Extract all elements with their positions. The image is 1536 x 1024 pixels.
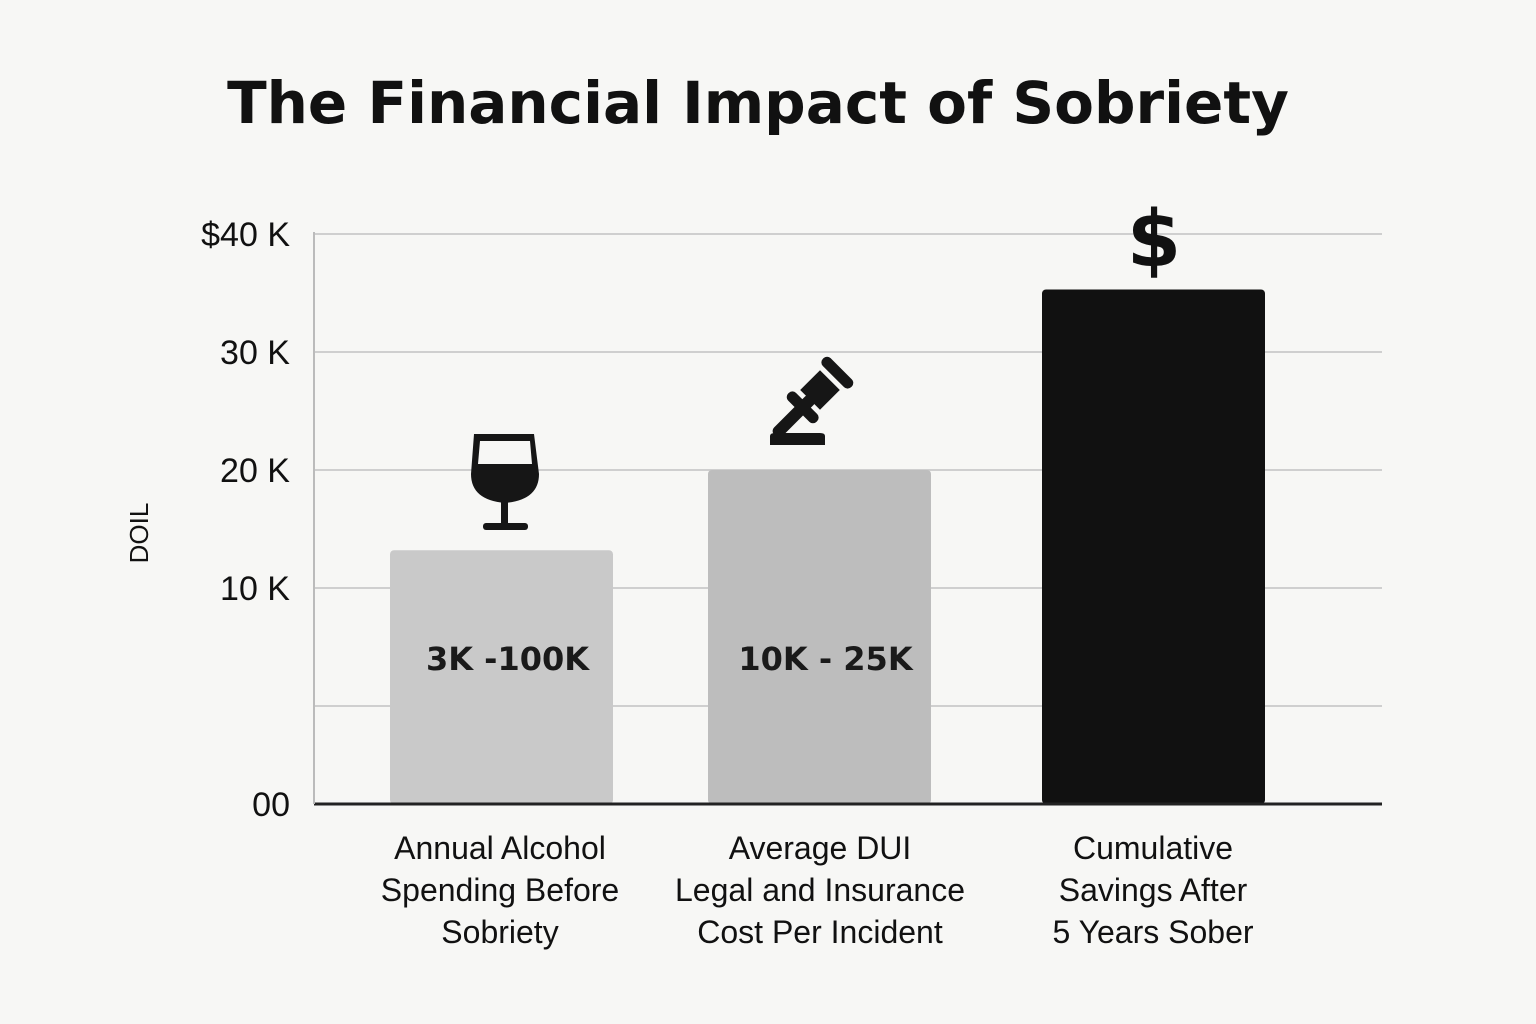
y-axis-ticks: 00 10 K 20 K 30 K $40 K (201, 216, 290, 824)
y-tick-label: 10 K (220, 570, 290, 608)
bar-data-label: 10K - 25K (738, 640, 913, 678)
category-label: Cumulative (1073, 830, 1233, 866)
dollar-sign-icon: $ (1127, 195, 1181, 285)
y-tick-label: $40 K (201, 216, 290, 254)
chart-title: The Financial Impact of Sobriety (227, 69, 1289, 137)
category-label: Sobriety (441, 914, 558, 950)
category-label: 5 Years Sober (1052, 914, 1253, 950)
y-tick-label: 00 (252, 786, 290, 824)
category-label: Legal and Insurance (675, 872, 965, 908)
bars: 3K -100K 10K - 25K (390, 289, 1265, 805)
gavel-icon (770, 356, 854, 445)
category-labels: Annual Alcohol Spending Before Sobriety Ave… (381, 830, 1254, 950)
y-tick-label: 20 K (220, 452, 290, 490)
category-label: Spending Before (381, 872, 619, 908)
bar (390, 550, 613, 804)
bar (1042, 289, 1265, 805)
bar (708, 470, 931, 804)
category-label: Cost Per Incident (697, 914, 943, 950)
category-label: Savings After (1059, 872, 1248, 908)
y-axis-label: DOIL (124, 503, 154, 564)
wine-glass-icon (471, 434, 539, 530)
bar-data-label: 3K -100K (426, 640, 590, 678)
category-label: Annual Alcohol (394, 830, 606, 866)
y-tick-label: 30 K (220, 334, 290, 372)
category-label: Average DUI (729, 830, 912, 866)
